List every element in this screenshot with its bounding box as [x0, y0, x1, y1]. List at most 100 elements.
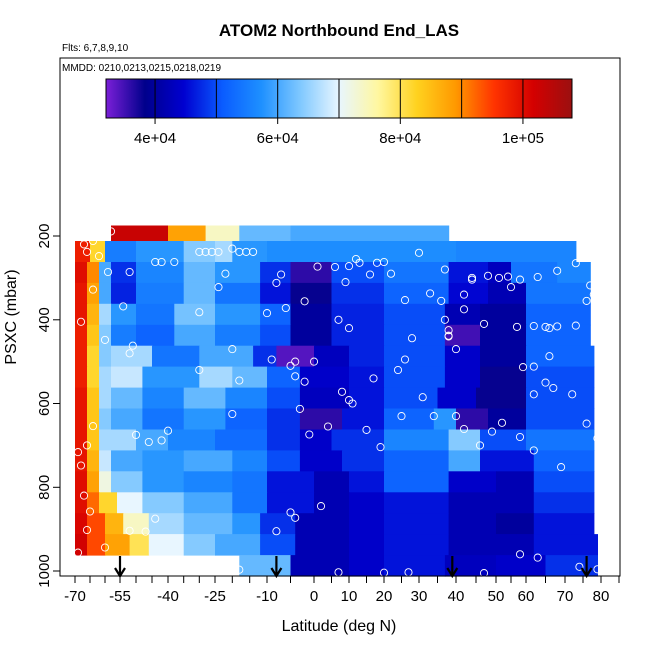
heatmap-cell [87, 366, 100, 389]
heatmap-cell [260, 324, 292, 347]
heatmap-cell [295, 513, 350, 535]
observation-point [262, 309, 272, 318]
observation-point [73, 548, 83, 557]
heatmap-cell [87, 429, 100, 451]
heatmap-cell [225, 387, 268, 410]
observation-point [73, 448, 83, 457]
heatmap-cell [215, 262, 261, 284]
heatmap-cell [276, 345, 315, 368]
heatmap-cells [75, 225, 598, 577]
heatmap-cell [342, 450, 385, 472]
heatmap-cell [123, 513, 150, 535]
heatmap-cell [232, 471, 268, 493]
heatmap-cell [448, 450, 481, 472]
observation-point [106, 227, 116, 236]
observation-point [125, 526, 134, 535]
observation-point [379, 257, 389, 267]
observation-point [300, 297, 309, 306]
heatmap-cell [526, 408, 595, 430]
heatmap-cell [75, 241, 91, 263]
heatmap-cell [232, 366, 268, 389]
heatmap-cell [496, 555, 547, 577]
x-tick-label: -25 [204, 588, 226, 605]
observation-point [568, 390, 577, 399]
observation-point [82, 441, 92, 450]
y-tick-label: 600 [36, 391, 53, 416]
heatmap-cell [384, 345, 446, 368]
heatmap-cell [526, 282, 591, 305]
heatmap-cell [75, 429, 88, 451]
heatmap-cell [232, 513, 261, 535]
heatmap-cell [183, 534, 216, 556]
observation-point [393, 365, 403, 375]
heatmap-cell [349, 492, 385, 514]
heatmap-cell [448, 513, 497, 535]
observation-point [512, 322, 522, 331]
observation-point [618, 399, 627, 408]
observation-point [214, 283, 223, 292]
heatmap-cell [349, 387, 385, 410]
observation-point [593, 434, 602, 443]
observation-point [397, 412, 406, 421]
observation-point [125, 267, 134, 277]
heatmap-cell [448, 429, 481, 451]
heatmap-cell [183, 450, 233, 472]
heatmap-cell [511, 262, 558, 284]
heatmap-cell [444, 555, 497, 577]
heatmap-cell [314, 471, 350, 493]
heatmap-cell [87, 513, 106, 535]
observation-point [618, 357, 627, 366]
observation-point [518, 363, 528, 372]
heatmap-cell [136, 262, 185, 284]
heatmap-cell [526, 324, 591, 347]
heatmap-cell [215, 534, 261, 556]
y-axis: 200 400 600 800 1000 [36, 223, 60, 588]
heatmap-cell [533, 534, 598, 556]
heatmap-cell [444, 345, 481, 368]
heatmap-cell [105, 534, 131, 556]
observation-point [541, 378, 550, 387]
heatmap-cell [384, 282, 450, 305]
observation-point [119, 302, 128, 311]
observation-point [553, 322, 562, 331]
observation-point [451, 345, 461, 354]
observation-point [125, 349, 134, 358]
heatmap-cell [260, 282, 292, 305]
heatmap-cell [99, 450, 112, 472]
observation-point [386, 269, 396, 278]
observation-point [79, 491, 89, 500]
observation-point [195, 365, 204, 375]
observation-point [533, 553, 542, 562]
heatmap-cell [174, 303, 216, 326]
observation-point [506, 283, 516, 292]
heatmap-cell [111, 303, 137, 326]
heatmap-cell [384, 450, 450, 472]
observation-point [157, 257, 166, 267]
observation-point [529, 362, 538, 371]
observation-point [76, 461, 86, 470]
heatmap-cell [290, 303, 333, 326]
heatmap-cell [480, 366, 527, 389]
observation-point [483, 271, 493, 280]
heatmap-cell [142, 366, 200, 389]
heatmap-cell [99, 429, 112, 451]
observation-point [344, 324, 354, 333]
heatmap-cell [267, 492, 315, 514]
observation-point [529, 321, 538, 331]
observation-point [571, 321, 580, 330]
heatmap-cell [111, 450, 143, 472]
heatmap-cell [99, 262, 112, 284]
heatmap-cell [384, 513, 450, 535]
heatmap-cell [456, 408, 489, 430]
x-tick-label: -40 [157, 588, 179, 605]
heatmap-cell [384, 408, 435, 430]
heatmap-cell [99, 471, 112, 493]
observation-point [376, 443, 385, 452]
observation-point [632, 359, 642, 368]
observation-point [369, 374, 378, 383]
observation-point [545, 324, 554, 333]
observation-point [300, 377, 309, 386]
observation-point [362, 425, 371, 434]
heatmap-cell [299, 408, 343, 430]
observation-point [459, 290, 469, 299]
